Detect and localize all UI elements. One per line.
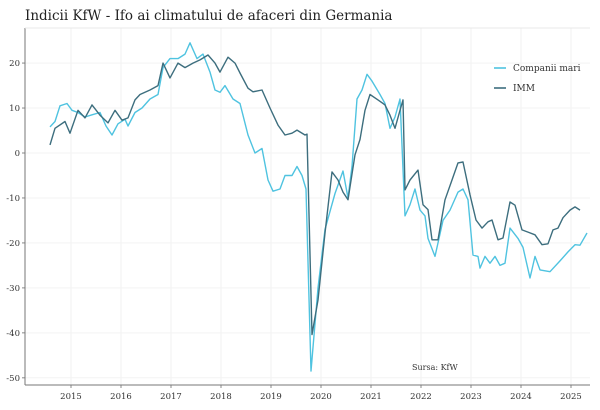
series-line-companii-mari bbox=[49, 42, 588, 372]
y-tick-label: -50 bbox=[6, 374, 20, 384]
legend-label: IMM bbox=[513, 84, 535, 94]
x-tick-label: 2016 bbox=[110, 392, 132, 402]
x-tick-label: 2018 bbox=[210, 392, 232, 402]
x-tick-label: 2022 bbox=[410, 392, 432, 402]
y-tick-label: 0 bbox=[15, 149, 20, 159]
y-tick-label: -10 bbox=[6, 194, 20, 204]
x-tick-label: 2020 bbox=[310, 392, 332, 402]
y-tick-label: 20 bbox=[9, 59, 20, 69]
chart-title: Indicii KfW - Ifo ai climatului de aface… bbox=[25, 8, 392, 24]
source-note: Sursa: KfW bbox=[412, 363, 459, 372]
legend-label: Companii mari bbox=[513, 64, 581, 74]
y-tick-label: -20 bbox=[6, 239, 20, 249]
series-lines bbox=[49, 42, 588, 372]
x-tick-label: 2023 bbox=[460, 392, 482, 402]
grid bbox=[25, 28, 590, 385]
legend: Companii mari IMM bbox=[494, 64, 581, 94]
series-line-imm bbox=[49, 54, 581, 336]
x-tick-label: 2021 bbox=[360, 392, 382, 402]
y-tick-label: -40 bbox=[6, 329, 20, 339]
x-tick-label: 2025 bbox=[560, 392, 582, 402]
x-tick-label: 2019 bbox=[260, 392, 282, 402]
y-tick-label: -30 bbox=[6, 284, 20, 294]
axes: 2015 2016 2017 2018 2019 2020 2021 2022 2023 2024… bbox=[6, 27, 590, 402]
x-tick-label: 2015 bbox=[60, 392, 82, 402]
y-tick-label: 10 bbox=[9, 104, 20, 114]
x-tick-label: 2024 bbox=[510, 392, 532, 402]
x-tick-label: 2017 bbox=[160, 392, 182, 402]
